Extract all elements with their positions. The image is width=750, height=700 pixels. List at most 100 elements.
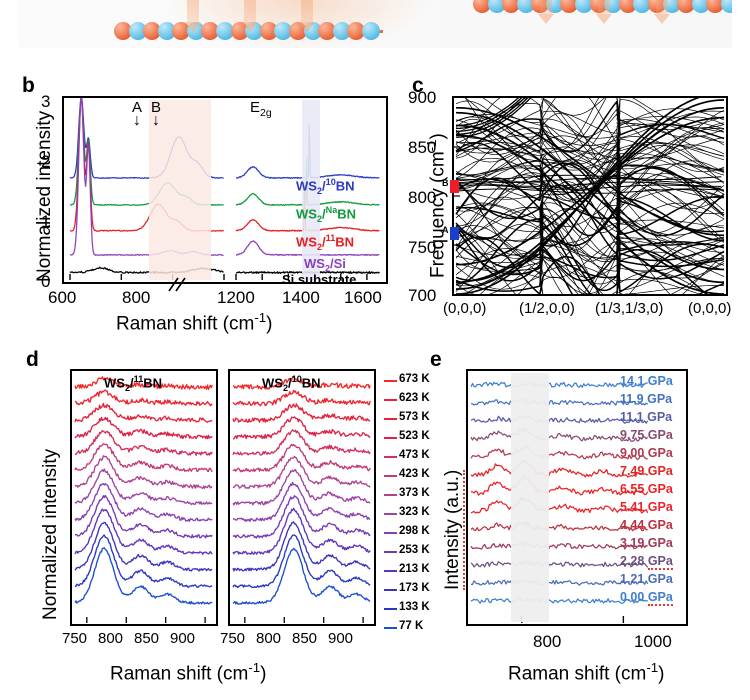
panel-d-legend-swatch — [384, 551, 397, 553]
panel-c-xtick-0: (0,0,0) — [443, 300, 487, 317]
panel-d-legend-label: 423 K — [399, 468, 430, 480]
panel-b-ytick-0: 0 — [41, 272, 51, 291]
panel-d-legend-swatch — [384, 532, 397, 534]
panel-d-legend-label: 253 K — [399, 544, 430, 556]
panel-e-pressure-label: 4.44 GPa — [620, 518, 673, 532]
panel-b-xtick-600: 600 — [48, 288, 77, 307]
panel-e-xtick-800: 800 — [533, 632, 562, 651]
panel-c-ytick-750: 750 — [408, 238, 437, 257]
panel-b-legend-ws2-11bn: WS2/11BN — [296, 233, 355, 252]
panel-c-ytick-850: 850 — [408, 138, 437, 157]
panel-d-legend-swatch — [384, 475, 397, 477]
panel-label-c: c — [412, 74, 424, 97]
panel-d-legend-swatch — [384, 570, 397, 572]
panel-c-ytick-800: 800 — [408, 188, 437, 207]
boron-atom — [259, 22, 278, 40]
panel-c-marker-B-label: B — [442, 178, 449, 188]
panel-d1-xtick-800: 800 — [98, 630, 124, 647]
panel-d-legend-label: 213 K — [399, 563, 430, 575]
panel-d-title-11bn: WS2/11BN — [104, 374, 163, 393]
phonon-arrow-icon — [299, 0, 315, 32]
nitrogen-atom — [720, 0, 732, 13]
panel-d-ylabel: Normalized intensity — [40, 448, 61, 620]
panel-d1-xtick-750: 750 — [62, 630, 88, 647]
panel-b-ylabel: Normalized intensity — [34, 110, 55, 282]
panel-d-legend-swatch — [384, 437, 397, 439]
peak-label-E2g: E2g — [250, 99, 272, 119]
nitrogen-atom — [691, 0, 710, 13]
panel-d-legend-swatch — [384, 513, 397, 515]
panel-c-marker-A — [450, 227, 459, 240]
panel-c-xtick-2: (1/3,1/3,0) — [595, 300, 664, 317]
panel-e-plot — [466, 369, 688, 626]
panel-d-legend-label: 133 K — [399, 601, 430, 613]
boron-atom — [201, 22, 220, 40]
panel-d-title-10bn: WS2/10BN — [262, 374, 321, 393]
panel-d-legend-label: 673 K — [399, 373, 430, 385]
peak-arrow-A-icon: ↓ — [133, 112, 141, 129]
panel-d-legend-swatch — [384, 418, 397, 420]
nitrogen-atom — [332, 22, 351, 40]
phonon-arrow-icon — [242, 0, 258, 32]
panel-d-legend-label: 373 K — [399, 487, 430, 499]
peak-label-A: A — [132, 99, 143, 116]
panel-b-xtick-800: 800 — [122, 288, 151, 307]
panel-e-xtick-1000: 1000 — [634, 632, 672, 651]
panel-d-legend-swatch — [384, 627, 397, 629]
panel-e-shaded-band — [511, 373, 550, 622]
panel-b-blue-band — [302, 100, 321, 280]
panel-e-pressure-label: 1.21 GPa — [620, 572, 673, 586]
boron-atom — [318, 22, 337, 40]
panel-d-legend-swatch — [384, 608, 397, 610]
phonon-arrow-icon — [185, 0, 201, 32]
panel-e-pressure-label: 6.55 GPa — [620, 482, 673, 496]
phonon-arrow-icon — [654, 0, 670, 24]
panel-c-ytick-900: 900 — [408, 88, 437, 107]
panel-e-pressure-label: 3.19 GPa — [620, 536, 673, 550]
panel-e-pressure-label: 0.00 GPa — [620, 590, 673, 606]
boron-atom — [143, 22, 162, 40]
panel-c-plot — [452, 96, 728, 296]
panel-b-legend-si-substrate: Si substrate — [282, 272, 357, 287]
panel-c-marker-A-label: A — [442, 225, 449, 235]
boron-atom — [706, 0, 725, 13]
panel-c-xtick-1: (1/2,0,0) — [519, 300, 575, 317]
boron-atom — [473, 0, 491, 13]
panel-label-e: e — [430, 348, 442, 371]
nitrogen-atom — [361, 22, 380, 40]
panel-e-pressure-label: 7.49 GPa — [620, 464, 673, 478]
panel-d-traces-10bn — [232, 376, 371, 623]
panel-b-ytick-3: 3 — [41, 92, 51, 111]
panel-c-dispersion — [454, 98, 725, 294]
panel-d-legend-label: 173 K — [399, 582, 430, 594]
panel-b-xlabel: Raman shift (cm-1) — [116, 310, 273, 335]
panel-d-legend-swatch — [384, 380, 397, 382]
panel-b-axis-break-icon — [168, 277, 186, 292]
panel-e-pressure-label: 11.9 GPa — [620, 392, 673, 406]
panel-d-subplot-10bn — [228, 369, 376, 626]
nitrogen-atom — [487, 0, 506, 13]
panel-d-legend-label: 77 K — [399, 620, 424, 632]
panel-c-ytick-700: 700 — [408, 286, 437, 305]
panel-b-xtick-1600: 1600 — [344, 288, 382, 307]
nitrogen-atom — [633, 0, 652, 13]
panel-d2-xtick-750: 750 — [220, 630, 246, 647]
panel-d-traces-11bn — [74, 376, 213, 623]
panel-d2-xtick-800: 800 — [256, 630, 282, 647]
panel-e-pressure-label: 9.75 GPa — [620, 428, 673, 442]
panel-d-legend-label: 573 K — [399, 411, 430, 423]
panel-b-legend-ws2-si: WS2/Si — [304, 256, 346, 274]
panel-b-ytick-1: 1 — [41, 212, 51, 231]
boron-atom — [502, 0, 521, 13]
panel-d2-xtick-850: 850 — [292, 630, 318, 647]
schematic-banner: 11BN(10BN) Phonon — [18, 0, 732, 48]
panel-d-legend-swatch — [384, 399, 397, 401]
panel-d-legend-swatch — [384, 494, 397, 496]
peak-label-B: B — [151, 99, 162, 116]
panel-label-d: d — [26, 348, 39, 371]
panel-b-xtick-1400: 1400 — [282, 288, 320, 307]
panel-d2-xtick-900: 900 — [328, 630, 354, 647]
nitrogen-atom — [274, 22, 293, 40]
panel-b-xtick-1200: 1200 — [217, 288, 255, 307]
panel-e-pressure-label: 11.1 GPa — [620, 410, 673, 424]
